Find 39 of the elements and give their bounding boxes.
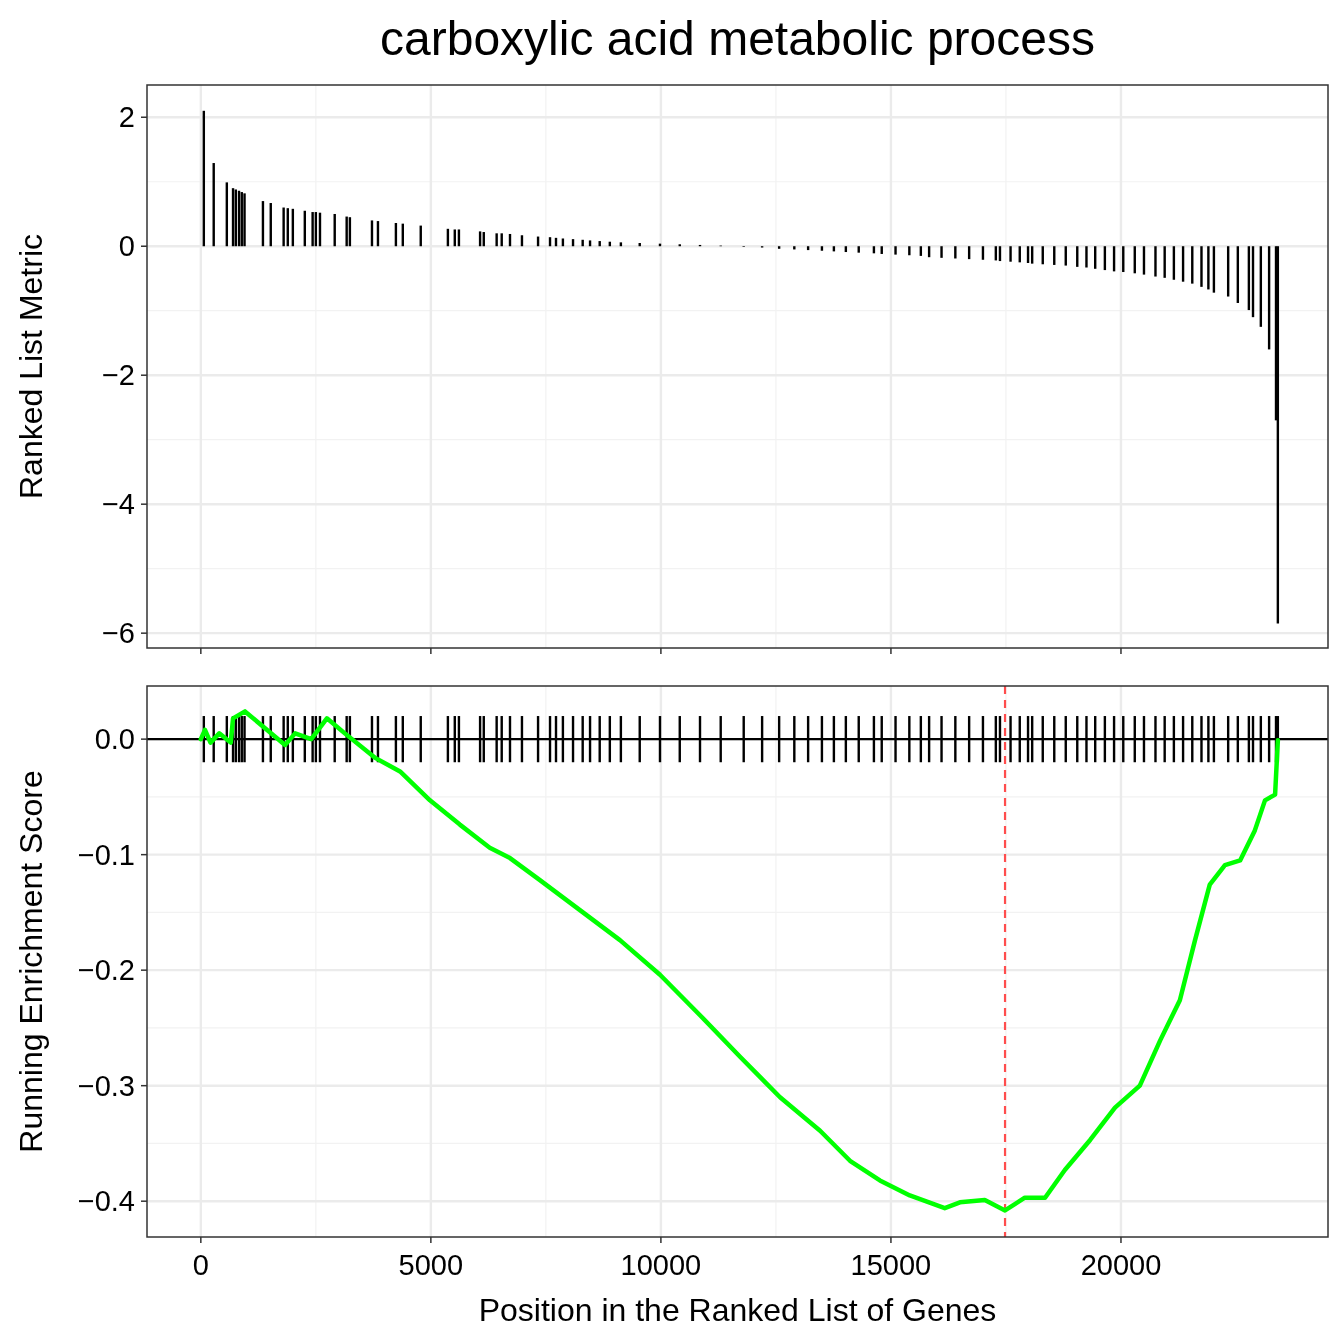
x-tick-label: 10000: [620, 1249, 702, 1281]
bar: [857, 246, 860, 253]
y-axis-title: Ranked List Metric: [13, 234, 49, 499]
bar: [581, 239, 584, 247]
bar: [820, 246, 824, 251]
y-tick-label: −0.1: [77, 838, 135, 871]
x-tick-label: 20000: [1080, 1249, 1162, 1281]
x-tick-label: 15000: [850, 1249, 932, 1281]
bar: [282, 207, 285, 247]
bar: [1207, 246, 1210, 290]
y-tick-label: −0.4: [77, 1185, 135, 1218]
y-tick-label: 0: [118, 230, 135, 263]
bar: [908, 246, 911, 256]
y-axis-title: Running Enrichment Score: [13, 770, 49, 1153]
y-tick-label: 0.0: [94, 723, 135, 756]
y-tick-label: −2: [101, 359, 135, 392]
bar: [495, 233, 498, 247]
bar: [1154, 246, 1157, 277]
bar: [1200, 246, 1203, 287]
bar: [954, 246, 957, 259]
x-tick-label: 0: [192, 1249, 209, 1281]
bar: [793, 246, 796, 250]
bar: [940, 246, 943, 258]
y-tick-label: −0.3: [77, 1069, 135, 1102]
x-axis-title: Position in the Ranked List of Genes: [478, 1292, 997, 1328]
bar: [777, 246, 781, 249]
bar: [345, 216, 348, 247]
x-tick-label: 5000: [398, 1249, 464, 1281]
chart-title: carboxylic acid metabolic process: [380, 12, 1095, 65]
bar: [1163, 246, 1166, 278]
y-tick-label: −6: [101, 617, 135, 650]
bar: [311, 212, 314, 247]
bar: [1085, 246, 1088, 268]
bar: [894, 246, 897, 255]
line-series: [198, 709, 1281, 1213]
y-tick-label: 2: [118, 101, 135, 134]
y-tick-label: −0.2: [77, 954, 135, 987]
bar: [1009, 246, 1012, 262]
y-tick-label: −4: [101, 488, 135, 521]
